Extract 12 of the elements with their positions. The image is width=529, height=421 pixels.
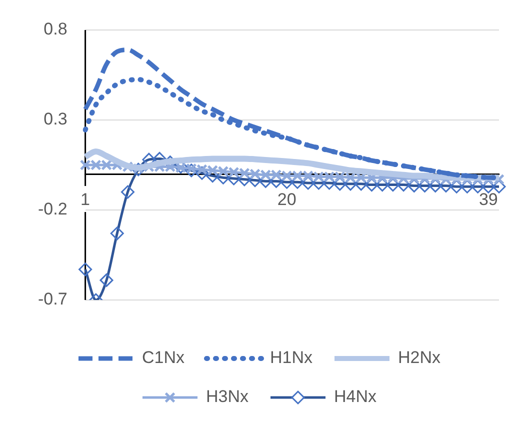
legend-label: H3Nx <box>206 387 249 406</box>
legend-label: H1Nx <box>270 348 314 368</box>
x-tick-label: 1 <box>80 190 90 209</box>
y-tick-label: 0.3 <box>44 110 68 129</box>
legend-label: C1Nx <box>142 348 185 368</box>
x-tick-label: 20 <box>277 190 296 209</box>
legend-label: H2Nx <box>398 348 442 368</box>
x-tick-label: 39 <box>478 190 498 209</box>
y-tick-label: -0.2 <box>38 200 68 219</box>
legend-label: H4Nx <box>334 387 378 406</box>
y-tick-label: 0.8 <box>44 20 68 39</box>
y-tick-label: -0.7 <box>38 290 68 309</box>
